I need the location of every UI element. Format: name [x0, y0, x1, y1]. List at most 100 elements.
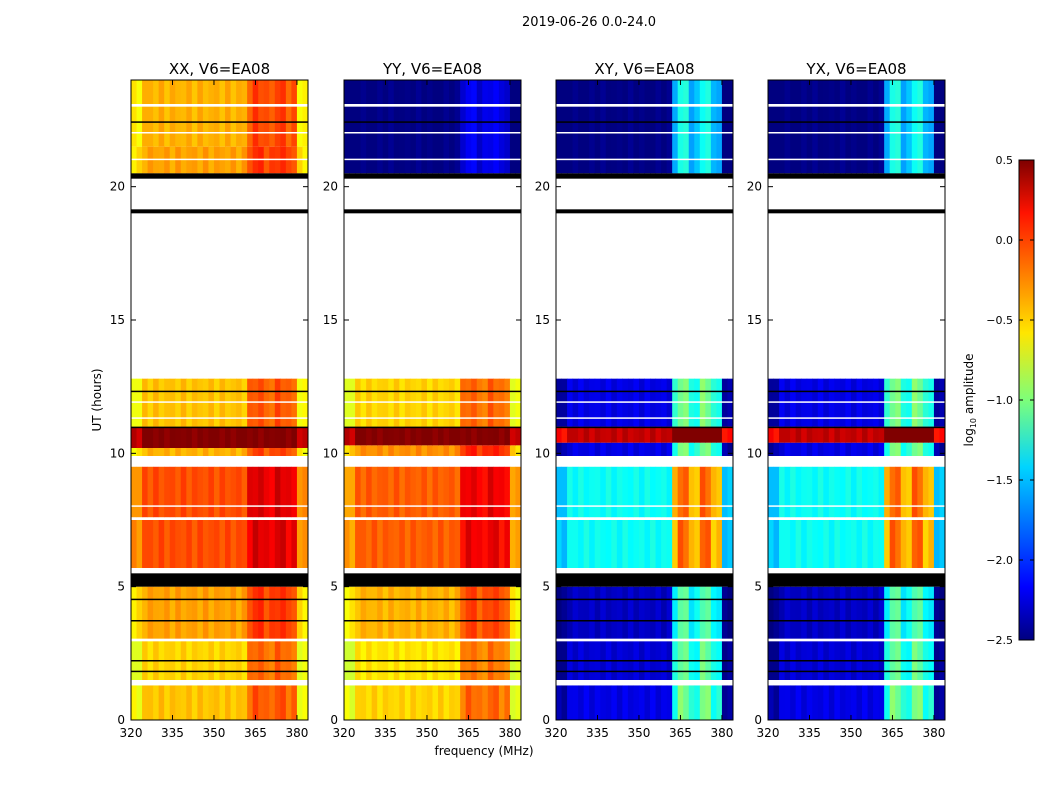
heatmap-cell: [476, 586, 483, 640]
heatmap-cell: [399, 80, 406, 174]
heatmap-cell: [432, 685, 439, 720]
heatmap-cell: [817, 466, 824, 518]
heatmap-cell: [169, 685, 176, 720]
heatmap-cell: [567, 586, 574, 640]
heatmap-cell: [911, 520, 918, 568]
heatmap-cell: [164, 426, 171, 448]
heatmap-cell: [213, 80, 220, 147]
white-gap: [131, 505, 308, 507]
heatmap-cell: [895, 685, 902, 720]
heatmap-cell: [828, 466, 835, 518]
heatmap-cell: [175, 466, 182, 518]
heatmap-cell: [622, 520, 629, 568]
heatmap-cell: [933, 442, 940, 456]
heatmap-cell: [633, 685, 640, 720]
heatmap-cell: [839, 685, 846, 720]
heatmap-cell: [716, 80, 723, 174]
heatmap-cell: [449, 466, 456, 518]
flag-line: [131, 670, 308, 673]
heatmap-cell: [208, 426, 215, 448]
heatmap-cell: [900, 586, 907, 640]
heatmap-cell: [202, 520, 209, 568]
heatmap-cell: [790, 466, 797, 518]
heatmap-cell: [498, 586, 505, 640]
heatmap-cell: [611, 685, 618, 720]
panel-frame: [767, 79, 946, 721]
heatmap-cell: [694, 586, 701, 640]
x-tick-label: 365: [669, 726, 692, 740]
heatmap-cell: [655, 466, 662, 518]
heatmap-cell: [672, 466, 679, 518]
heatmap-cell: [202, 466, 209, 518]
heatmap-cell: [666, 426, 673, 443]
heatmap-cell: [142, 466, 149, 518]
heatmap-cell: [795, 520, 802, 568]
heatmap-cell: [509, 685, 516, 720]
heatmap-cell: [638, 80, 645, 174]
heatmap-cell: [164, 685, 171, 720]
heatmap-cell: [153, 80, 160, 147]
heatmap-cell: [344, 466, 351, 518]
heatmap-cell: [627, 586, 634, 640]
heatmap-cell: [644, 80, 651, 174]
heatmap-cell: [862, 586, 869, 640]
heatmap-cell: [515, 685, 522, 720]
heatmap-cell: [672, 426, 679, 443]
heatmap-cell: [208, 80, 215, 147]
heatmap-cell: [404, 685, 411, 720]
heatmap-cell: [867, 586, 874, 640]
heatmap-cell: [426, 445, 433, 456]
heatmap-cell: [721, 685, 728, 720]
heatmap-cell: [583, 80, 590, 174]
heatmap-cell: [928, 80, 935, 174]
heatmap-cell: [672, 685, 679, 720]
heatmap-cell: [482, 445, 489, 456]
heatmap-cell: [269, 586, 276, 640]
flag-line: [131, 598, 308, 601]
heatmap-cell: [142, 685, 149, 720]
heatmap-cell: [509, 466, 516, 518]
heatmap-cell: [449, 520, 456, 568]
heatmap-cell: [131, 448, 138, 456]
heatmap-cell: [611, 426, 618, 443]
heatmap-cell: [850, 80, 857, 174]
heatmap-cell: [878, 466, 885, 518]
heatmap-cell: [465, 80, 472, 174]
heatmap-cell: [906, 80, 913, 174]
heatmap-cell: [716, 442, 723, 456]
heatmap-cell: [404, 586, 411, 640]
heatmap-cell: [939, 520, 946, 568]
white-gap: [131, 568, 308, 574]
heatmap-cell: [219, 466, 226, 518]
heatmap-cell: [922, 685, 929, 720]
heatmap-cell: [578, 80, 585, 174]
heatmap-cell: [834, 442, 841, 456]
heatmap-cell: [655, 685, 662, 720]
heatmap-cell: [572, 426, 579, 443]
heatmap-cell: [504, 586, 511, 640]
x-tick-label: 335: [161, 726, 184, 740]
heatmap-cell: [556, 442, 563, 456]
heatmap-cell: [895, 586, 902, 640]
y-tick-label: 10: [535, 446, 550, 460]
x-tick-label: 320: [333, 726, 356, 740]
x-tick-label: 365: [457, 726, 480, 740]
colorbar-label: log10 amplitude: [962, 354, 978, 447]
heatmap-cell: [688, 520, 695, 568]
heatmap-cell: [219, 448, 226, 456]
heatmap-cell: [366, 426, 373, 446]
heatmap-cell: [889, 520, 896, 568]
heatmap-cell: [349, 586, 356, 640]
heatmap-cell: [236, 685, 243, 720]
heatmap-cell: [817, 520, 824, 568]
heatmap-cell: [594, 442, 601, 456]
heatmap-cell: [131, 426, 138, 448]
heatmap-cell: [556, 685, 563, 720]
heatmap-cell: [572, 685, 579, 720]
heatmap-cell: [878, 442, 885, 456]
heatmap-cell: [443, 586, 450, 640]
heatmap-cell: [605, 442, 612, 456]
heatmap-cell: [845, 466, 852, 518]
heatmap-cell: [291, 520, 298, 568]
heatmap-cell: [388, 520, 395, 568]
